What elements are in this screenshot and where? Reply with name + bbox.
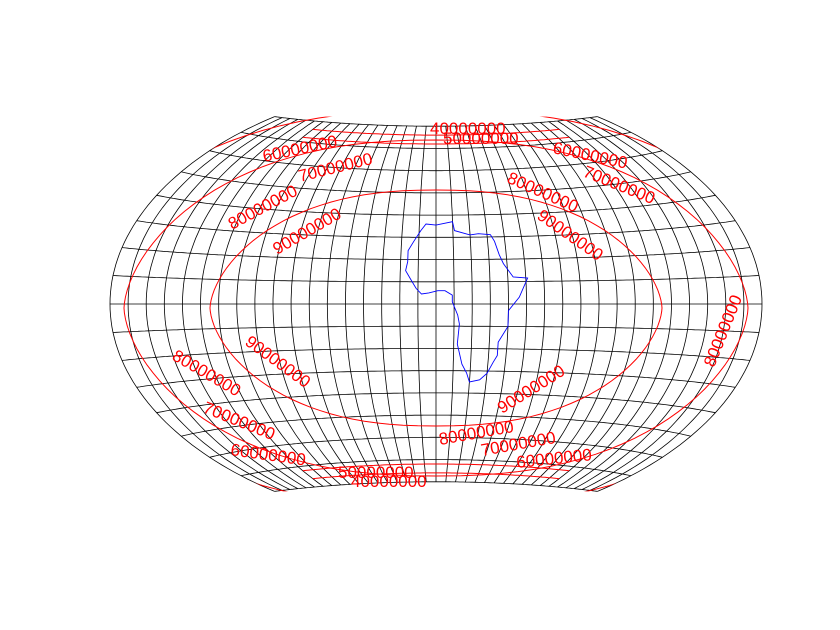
contour-ring [110, 116, 762, 492]
parallel-line [136, 370, 736, 388]
contour-ring [209, 189, 663, 427]
contour-band [302, 136, 570, 145]
parallel-line [209, 150, 663, 172]
parallel-line [121, 348, 751, 361]
africa-outline [405, 221, 529, 383]
contour-label: 40000000 [351, 472, 427, 491]
contour-band [302, 463, 570, 472]
contour-label: 40000000 [430, 119, 506, 138]
contour-ring [123, 139, 749, 477]
contour-labels: 40000000 50000000 60000000 60000000 7000… [169, 119, 746, 491]
parallel-line [156, 392, 716, 414]
parallel-line [274, 481, 598, 492]
contour-label: 80000000 [225, 181, 301, 233]
parallel-line [241, 459, 631, 477]
contour-lines [110, 116, 762, 492]
parallel-line [209, 436, 663, 458]
graticule [109, 116, 763, 492]
contour-band [312, 472, 560, 480]
contour-ring [110, 116, 762, 492]
parallel-line [181, 414, 691, 437]
contour-label: 60000000 [229, 440, 307, 469]
parallel-line [112, 325, 760, 333]
contour-label: 50000000 [443, 129, 519, 148]
contour-label: 50000000 [338, 463, 414, 482]
parallel-line [156, 194, 716, 216]
parallel-line [241, 131, 631, 149]
parallel-line [112, 275, 760, 283]
parallel-line [121, 247, 751, 260]
contour-band [312, 128, 560, 136]
africa-coastline [405, 221, 529, 383]
parallel-line [181, 171, 691, 194]
parallel-line [136, 220, 736, 238]
parallel-line [274, 116, 598, 127]
